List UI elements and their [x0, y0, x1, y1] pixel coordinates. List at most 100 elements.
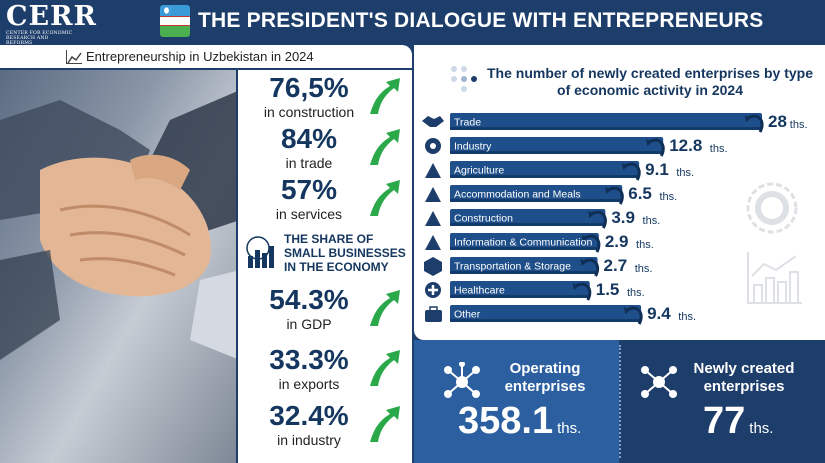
bar-category-label: Information & Communication: [454, 237, 592, 249]
network-icon: [641, 366, 677, 398]
bar-shadow: [450, 199, 623, 202]
bar-category-label: Other: [454, 309, 481, 321]
bar-shadow: [450, 175, 640, 178]
bar-shadow: [450, 127, 762, 130]
up-arrow-icon: [370, 290, 400, 326]
new-label: Newly created enterprises: [693, 360, 795, 395]
stat-label: in GDP: [286, 316, 332, 332]
bar-unit-label: ths.: [635, 263, 653, 275]
operating-value-wrap: 358.1 ths.: [458, 400, 581, 443]
page-title: THE PRESIDENT'S DIALOGUE WITH ENTREPRENE…: [198, 9, 764, 32]
chart-panel: The number of newly created enterprises …: [414, 45, 825, 340]
stat-trade: 84% in trade: [238, 123, 414, 175]
bar: [450, 113, 762, 130]
stat-gdp: 54.3% in GDP: [238, 284, 414, 336]
bar-shadow: [450, 295, 590, 298]
network-icon: [444, 362, 480, 398]
cerr-logo: CERR CENTER FOR ECONOMIC RESEARCH AND RE…: [6, 3, 97, 47]
bar-curl-arrow: [581, 235, 588, 242]
bar-value-label: 9.4: [647, 304, 671, 323]
bar-category-label: Accommodation and Meals: [454, 189, 581, 201]
up-arrow-icon: [370, 129, 400, 165]
bar-value-label: 9.1: [645, 160, 669, 179]
bar-unit-label: ths.: [676, 167, 694, 179]
stat-label: in industry: [277, 432, 341, 448]
bar-curl-arrow: [588, 211, 595, 218]
stat-industry: 32.4% in industry: [238, 400, 414, 452]
divider: [619, 345, 621, 458]
bar-chart-decoration-icon: [747, 252, 802, 304]
cross-mark: [428, 285, 438, 295]
new-value-wrap: 77 ths.: [703, 400, 773, 443]
bar-shadow: [450, 247, 599, 250]
stat-label: in construction: [263, 104, 355, 120]
bar-unit-label: ths.: [659, 191, 677, 203]
stat-value: 32.4%: [269, 400, 349, 431]
new-value: 77: [703, 400, 746, 442]
building-chart-icon: [246, 236, 274, 268]
bar-value-label: 6.5: [628, 184, 652, 203]
bar-curl: [624, 162, 641, 181]
dots-decoration-icon: [451, 66, 477, 92]
bar-category-label: Transportation & Storage: [454, 261, 571, 273]
bar-value-label: 3.9: [611, 208, 635, 227]
briefcase-icon: [425, 310, 442, 322]
line-chart-icon: [66, 50, 82, 64]
handshake-photo: [0, 60, 240, 463]
bar: [450, 161, 640, 178]
small-business-share-heading: THE SHARE OF SMALL BUSINESSES IN THE ECO…: [242, 232, 412, 278]
bar-unit-label: ths.: [643, 215, 661, 227]
bar-unit-label: ths.: [710, 143, 728, 155]
uzbekistan-flag-icon: [160, 5, 190, 37]
stat-exports: 33.3% in exports: [238, 344, 414, 396]
bar-category-label: Industry: [454, 141, 492, 153]
bar-curl: [590, 210, 607, 229]
bar: [450, 209, 606, 226]
bar: [450, 305, 642, 322]
stat-value: 57%: [280, 174, 338, 205]
chart-title: The number of newly created enterprises …: [487, 65, 813, 98]
bar: [450, 233, 599, 250]
bar-category-label: Agriculture: [454, 165, 504, 177]
up-arrow-icon: [370, 406, 400, 442]
stat-label: in services: [275, 206, 343, 222]
operating-unit: ths.: [557, 420, 582, 437]
new-enterprises-box: Newly created enterprises 77 ths.: [621, 340, 825, 463]
bar-unit-label: ths.: [627, 287, 645, 299]
pie-chart-decoration-icon: [746, 182, 798, 234]
bar-curl-arrow: [622, 163, 629, 170]
stat-value: 76,5%: [269, 72, 349, 103]
stat-services: 57% in services: [238, 174, 414, 226]
bar-category-label: Healthcare: [454, 285, 505, 297]
bar-curl-arrow: [605, 187, 612, 194]
stat-value: 54.3%: [269, 284, 349, 315]
plant-icon: [425, 163, 441, 178]
operating-enterprises-box: Operating enterprises 358.1 ths.: [414, 340, 619, 463]
bar-unit-label: ths.: [636, 239, 654, 251]
satellite-icon: [425, 235, 441, 250]
operating-label: Operating enterprises: [504, 360, 586, 395]
up-arrow-icon: [370, 180, 400, 216]
bar-curl: [648, 138, 665, 157]
bar-curl: [574, 282, 592, 301]
subtitle-bar: Entrepreneurship in Uzbekistan in 2024: [0, 45, 412, 70]
bar-unit-label: ths.: [678, 311, 696, 323]
header: CERR CENTER FOR ECONOMIC RESEARCH AND RE…: [0, 0, 825, 47]
bar-value-label: 12.8: [669, 136, 702, 155]
bar-curl-arrow: [624, 307, 631, 314]
bar-value-label: 2.9: [605, 232, 629, 251]
bar-value-label: 2.7: [604, 256, 628, 275]
bar-curl: [607, 186, 624, 205]
new-unit: ths.: [749, 420, 774, 437]
bar-shadow: [450, 319, 642, 322]
bar: [450, 185, 623, 202]
subtitle: Entrepreneurship in Uzbekistan in 2024: [86, 49, 314, 64]
bar-value-label: 1.5: [596, 280, 620, 299]
bar-curl: [747, 114, 764, 133]
bar-category-label: Trade: [454, 117, 481, 129]
share-heading-text: THE SHARE OF SMALL BUSINESSES IN THE ECO…: [284, 232, 406, 274]
bar-shadow: [450, 223, 606, 226]
bar-unit-label: ths.: [790, 119, 808, 131]
handshake-icon: [422, 116, 444, 127]
bar-curl-arrow: [580, 259, 587, 266]
